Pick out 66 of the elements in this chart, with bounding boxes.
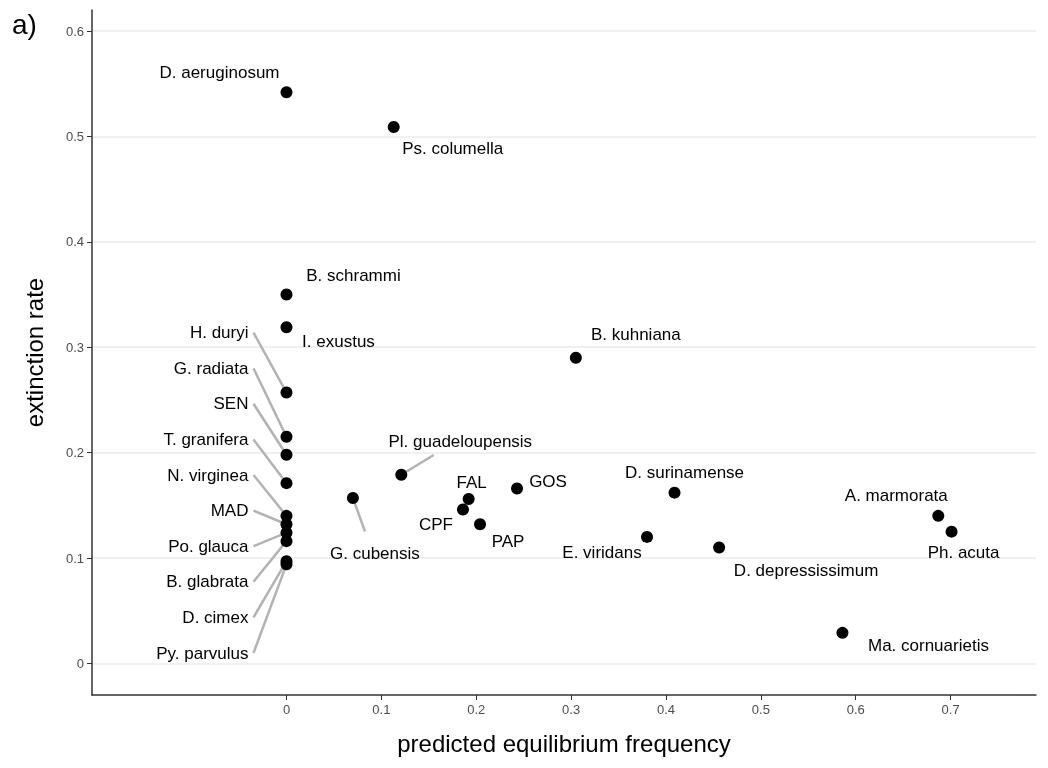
y-tick-label: 0.2: [65, 445, 84, 461]
x-tick-label: 0.6: [846, 702, 865, 717]
point: [280, 321, 293, 334]
annotation: Ps. columella: [402, 139, 504, 159]
y-tick-label: 0: [76, 655, 84, 671]
annotation: I. exustus: [302, 331, 375, 351]
point: [395, 468, 408, 481]
annotation: PAP: [491, 531, 525, 551]
annotation: D. surinamense: [625, 463, 745, 483]
annotation: Py. parvulus: [156, 643, 249, 663]
annotation: T. granifera: [163, 429, 250, 449]
point: [641, 530, 654, 543]
y-tick-label: 0.3: [65, 339, 84, 355]
point: [668, 486, 681, 499]
annotation: G. radiata: [173, 358, 250, 378]
annotation: N. virginea: [167, 465, 250, 485]
point: [280, 477, 293, 490]
point: [387, 120, 400, 133]
y-tick-label: 0.4: [65, 234, 84, 250]
x-tick-label: 0.3: [562, 702, 581, 717]
point: [280, 386, 293, 399]
annotation: B. kuhniana: [590, 325, 682, 345]
y-axis-title: extinction rate: [20, 277, 48, 428]
annotation: D. depressissimum: [733, 560, 879, 580]
annotation: Pl. guadeloupensis: [388, 432, 533, 452]
x-tick-label: 0: [282, 702, 291, 717]
annotation: E. viridans: [562, 543, 642, 563]
x-tick-label: 0.7: [941, 702, 960, 717]
text: a): [12, 8, 37, 40]
annotation: Po. glauca: [168, 536, 250, 556]
annotation: SEN: [213, 394, 249, 414]
point: [280, 430, 293, 443]
point: [945, 525, 958, 538]
annotation: D. aeruginosum: [159, 62, 280, 82]
point: [713, 541, 726, 554]
y-tick-label: 0.5: [65, 128, 84, 144]
annotation: Ma. cornuarietis: [867, 636, 989, 656]
annotation: MAD: [210, 501, 249, 521]
point: [280, 86, 293, 99]
x-tick-label: 0.4: [656, 702, 676, 717]
point: [280, 448, 293, 461]
point: [932, 509, 945, 522]
point: [511, 482, 524, 495]
point: [462, 492, 475, 505]
point: [280, 288, 293, 301]
point: [456, 503, 469, 516]
x-tick-label: 0.5: [751, 702, 770, 717]
annotation: B. glabrata: [166, 572, 250, 592]
point: [836, 626, 849, 639]
annotation: A. marmorata: [844, 486, 949, 506]
y-tick-label: 0.1: [65, 550, 84, 566]
annotation: D. cimex: [182, 607, 249, 627]
point: [346, 491, 359, 504]
point: [474, 518, 487, 531]
x-axis-title: predicted equilibrium frequency: [397, 729, 731, 757]
annotation: GOS: [529, 471, 567, 491]
annotation: Ph. acuta: [927, 543, 1001, 563]
x-tick-label: 0.2: [467, 702, 486, 717]
x-tick-label: 0.1: [372, 702, 391, 717]
annotation: B. schrammi: [306, 266, 401, 286]
annotation: FAL: [456, 473, 487, 493]
annotation: CPF: [418, 515, 453, 535]
y-tick-label: 0.6: [65, 23, 84, 39]
point: [569, 351, 582, 364]
annotation: G. cubensis: [330, 544, 420, 564]
annotation: H. duryi: [189, 323, 249, 343]
